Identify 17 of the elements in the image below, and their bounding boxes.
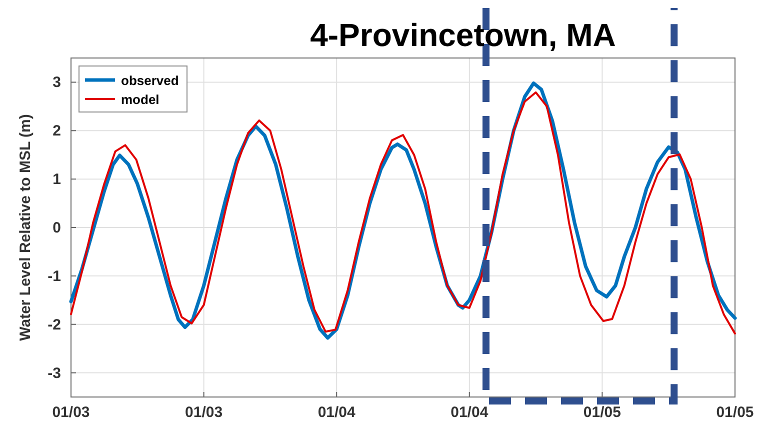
legend-label: model <box>121 92 160 107</box>
x-tick-label: 01/04 <box>318 404 356 421</box>
y-tick-label: 3 <box>52 74 61 92</box>
y-tick-label: 0 <box>52 220 61 236</box>
legend-label: observed <box>121 73 179 88</box>
x-tick-label: 01/05 <box>583 404 621 421</box>
y-axis-title: Water Level Relative to MSL (m) <box>17 114 34 341</box>
y-tick-label: 1 <box>52 171 61 188</box>
x-tick-label: 01/05 <box>716 404 754 421</box>
chart-title: 4-Provincetown, MA <box>310 17 616 53</box>
y-tick-label: -2 <box>48 316 61 334</box>
x-tick-label: 01/03 <box>52 404 90 421</box>
x-tick-label: 01/03 <box>185 404 223 421</box>
y-tick-label: 2 <box>52 122 61 140</box>
x-tick-label: 01/04 <box>450 404 489 421</box>
y-tick-label: -3 <box>48 364 61 382</box>
y-tick-label: -1 <box>48 268 61 285</box>
